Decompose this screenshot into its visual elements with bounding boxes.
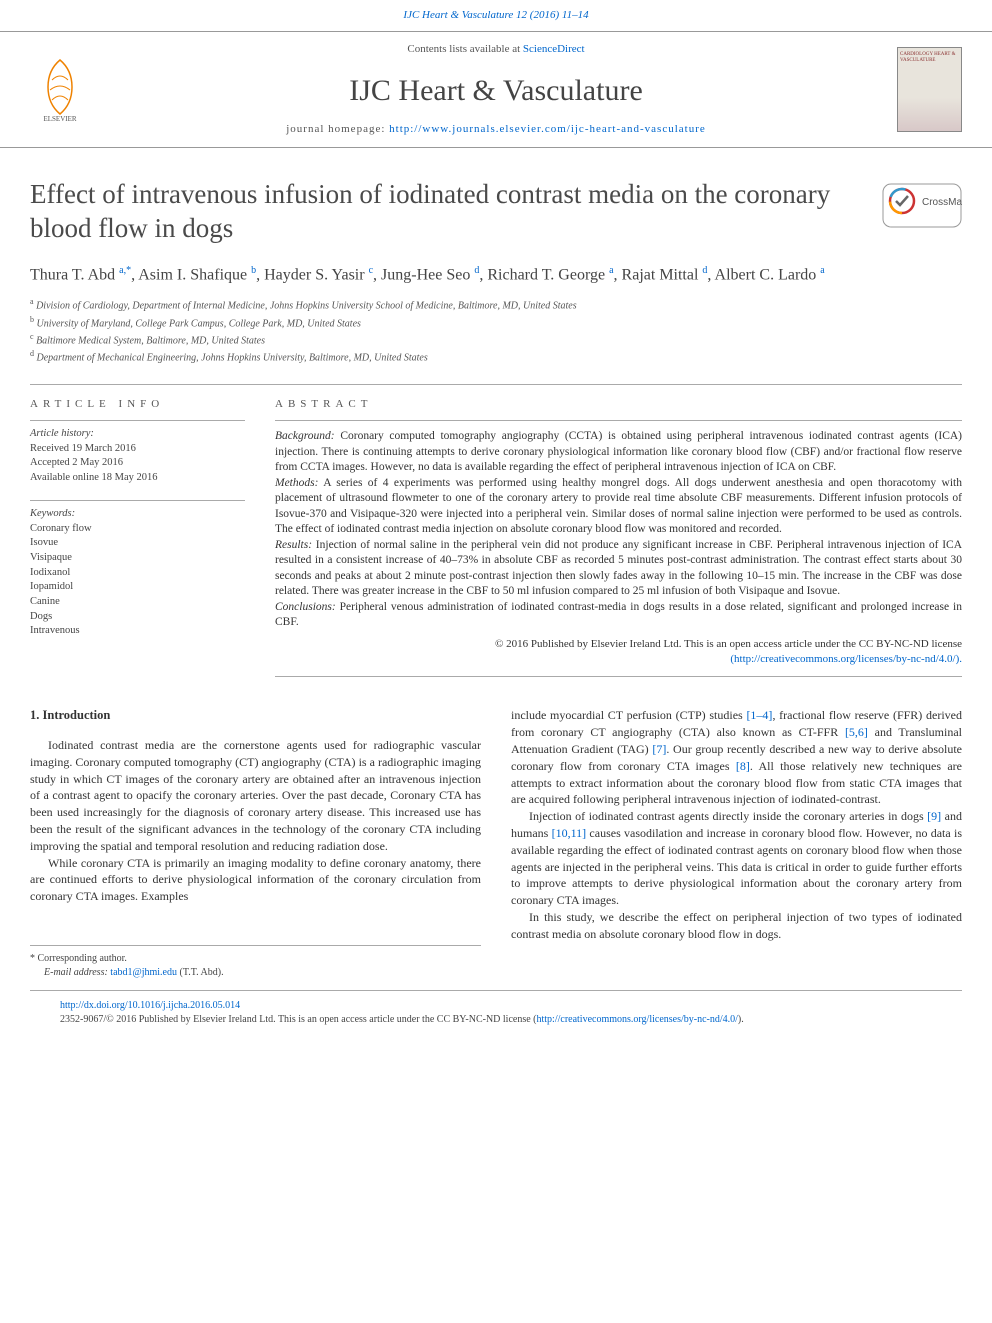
svg-text:CrossMark: CrossMark — [922, 197, 962, 208]
article-history-block: Article history: Received 19 March 2016A… — [30, 420, 245, 486]
abstract-body: Background: Coronary computed tomography… — [275, 420, 962, 666]
page-footer: http://dx.doi.org/10.1016/j.ijcha.2016.0… — [30, 990, 962, 1045]
keyword-line: Isovue — [30, 536, 245, 551]
affiliation-line: b University of Maryland, College Park C… — [30, 314, 962, 331]
ref-link-1-4[interactable]: [1–4] — [746, 708, 772, 722]
journal-name: IJC Heart & Vasculature — [110, 70, 882, 112]
contents-available: Contents lists available at ScienceDirec… — [110, 42, 882, 57]
header-citation: IJC Heart & Vasculature 12 (2016) 11–14 — [0, 0, 992, 31]
keyword-line: Iodixanol — [30, 566, 245, 581]
body-columns: 1. Introduction Iodinated contrast media… — [0, 687, 992, 989]
license-link[interactable]: (http://creativecommons.org/licenses/by-… — [730, 653, 962, 665]
introduction-heading: 1. Introduction — [30, 707, 481, 725]
ref-link-10-11[interactable]: [10,11] — [552, 826, 587, 840]
homepage-link[interactable]: http://www.journals.elsevier.com/ijc-hea… — [389, 123, 706, 135]
affiliation-line: a Division of Cardiology, Department of … — [30, 296, 962, 313]
email-link[interactable]: tabd1@jhmi.edu — [110, 967, 177, 978]
doi-link[interactable]: http://dx.doi.org/10.1016/j.ijcha.2016.0… — [60, 1000, 240, 1011]
abstract-column: ABSTRACT Background: Coronary computed t… — [275, 397, 962, 678]
keyword-line: Intravenous — [30, 624, 245, 639]
journal-cover-icon: CARDIOLOGY HEART & VASCULATURE — [897, 47, 962, 132]
history-line: Accepted 2 May 2016 — [30, 456, 245, 471]
left-column: 1. Introduction Iodinated contrast media… — [30, 707, 481, 979]
ref-link-8[interactable]: [8] — [736, 759, 750, 773]
right-column: include myocardial CT perfusion (CTP) st… — [511, 707, 962, 979]
keyword-line: Visipaque — [30, 551, 245, 566]
keyword-line: Canine — [30, 595, 245, 610]
divider — [30, 384, 962, 385]
keywords-block: Keywords: Coronary flowIsovueVisipaqueIo… — [30, 500, 245, 639]
masthead: ELSEVIER Contents lists available at Sci… — [0, 31, 992, 148]
body-para-5: In this study, we describe the effect on… — [511, 909, 962, 943]
elsevier-logo-icon: ELSEVIER — [30, 52, 90, 122]
affiliation-line: d Department of Mechanical Engineering, … — [30, 348, 962, 365]
body-para-4: Injection of iodinated contrast agents d… — [511, 808, 962, 909]
body-para-1: Iodinated contrast media are the corners… — [30, 737, 481, 855]
affiliations-list: a Division of Cardiology, Department of … — [30, 296, 962, 365]
ref-link-5-6[interactable]: [5,6] — [845, 725, 868, 739]
ref-link-9[interactable]: [9] — [927, 809, 941, 823]
svg-text:ELSEVIER: ELSEVIER — [43, 115, 76, 122]
body-para-3: include myocardial CT perfusion (CTP) st… — [511, 707, 962, 808]
abstract-divider — [275, 676, 962, 677]
history-line: Received 19 March 2016 — [30, 442, 245, 457]
keyword-line: Coronary flow — [30, 522, 245, 537]
footer-license-link[interactable]: http://creativecommons.org/licenses/by-n… — [536, 1014, 737, 1025]
publisher-logo-container: ELSEVIER — [30, 52, 110, 127]
corresponding-author-note: * Corresponding author. E-mail address: … — [30, 945, 481, 980]
homepage-line: journal homepage: http://www.journals.el… — [110, 122, 882, 137]
sciencedirect-link[interactable]: ScienceDirect — [523, 43, 585, 55]
ref-link-7[interactable]: [7] — [652, 742, 666, 756]
article-info-heading: ARTICLE INFO — [30, 397, 245, 412]
crossmark-icon[interactable]: CrossMark — [882, 183, 962, 228]
abstract-heading: ABSTRACT — [275, 397, 962, 412]
affiliation-line: c Baltimore Medical System, Baltimore, M… — [30, 331, 962, 348]
article-info-column: ARTICLE INFO Article history: Received 1… — [30, 397, 245, 678]
article-title: Effect of intravenous infusion of iodina… — [30, 178, 862, 246]
body-para-2: While coronary CTA is primarily an imagi… — [30, 855, 481, 905]
authors-list: Thura T. Abd a,*, Asim I. Shafique b, Ha… — [30, 264, 962, 287]
abstract-copyright: © 2016 Published by Elsevier Ireland Ltd… — [275, 637, 962, 667]
keyword-line: Iopamidol — [30, 580, 245, 595]
keyword-line: Dogs — [30, 610, 245, 625]
history-line: Available online 18 May 2016 — [30, 471, 245, 486]
